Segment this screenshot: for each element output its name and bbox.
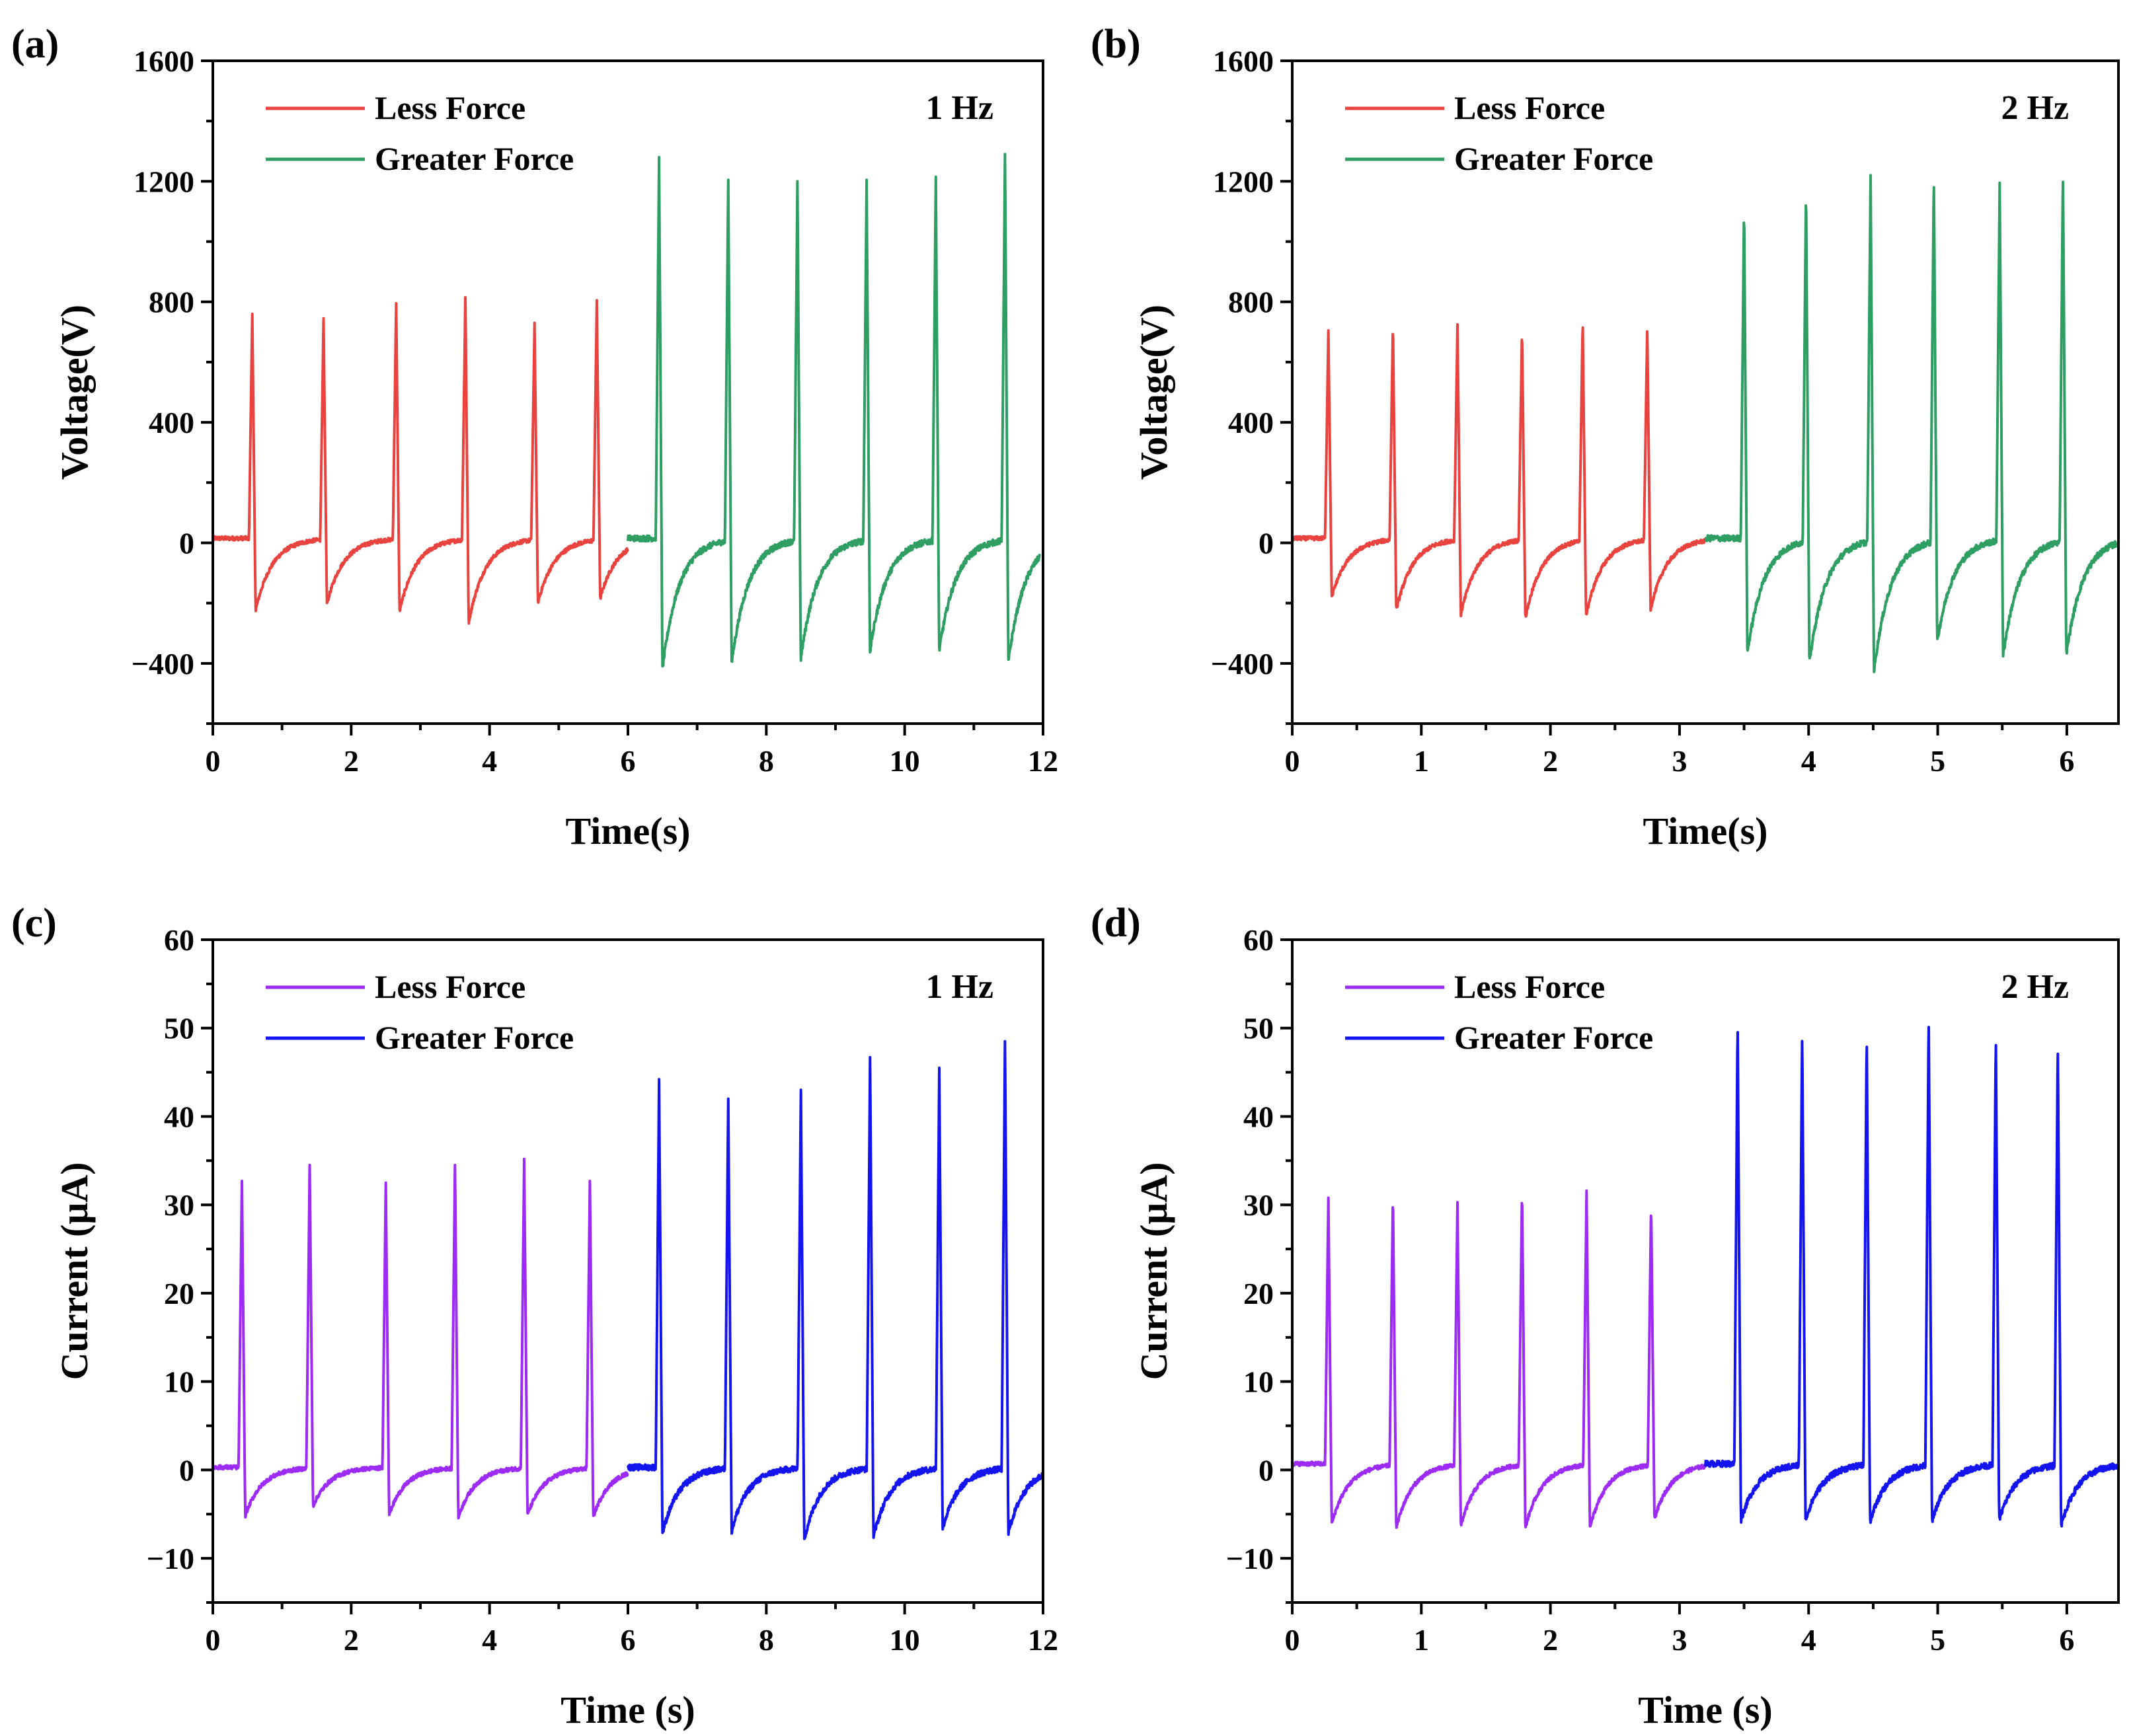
x-axis-title: Time(s) (1643, 810, 1767, 852)
plot-frame (1291, 938, 2120, 1604)
y-tick-label: −10 (147, 1542, 194, 1575)
legend-label: Greater Force (1454, 140, 1653, 177)
y-tick-label: 400 (1228, 406, 1274, 439)
panel-3: 0 1 2 3 4 5 6 −10 0 10 20 30 40 50 60 Time (s) Current (… (1091, 901, 2120, 1731)
y-tick-label: 0 (179, 1453, 194, 1487)
panel-2: 0 2 4 6 8 10 12 −10 0 10 20 30 40 50 60 Time (s) Current… (11, 901, 1058, 1731)
panel-0: 0 2 4 6 8 10 12 −400 0 400 800 1200 1600 Time(s) Volta… (11, 22, 1058, 852)
frequency-label: 1 Hz (925, 89, 993, 127)
x-tick-label: 8 (759, 744, 774, 778)
legend-label: Greater Force (1454, 1019, 1653, 1056)
series-line-less-force (1292, 322, 1707, 618)
x-tick-label: 6 (2059, 1623, 2074, 1657)
x-axis-title: Time (s) (561, 1688, 695, 1731)
panel-label: (b) (1091, 22, 1141, 67)
x-tick-label: 4 (1801, 744, 1816, 778)
y-tick-label: 40 (164, 1100, 194, 1133)
y-tick-label: 800 (149, 285, 194, 319)
legend-label: Greater Force (375, 1019, 574, 1056)
y-tick-label: 60 (164, 923, 194, 957)
x-tick-label: 5 (1930, 1623, 1945, 1657)
x-tick-label: 4 (482, 744, 497, 778)
x-tick-label: 2 (344, 744, 359, 778)
x-tick-label: 5 (1930, 744, 1945, 778)
y-axis-title: Voltage(V) (53, 305, 96, 480)
y-tick-label: 30 (164, 1188, 194, 1222)
panel-1: 0 1 2 3 4 5 6 −400 0 400 800 1200 1600 Time(s) Voltage… (1091, 22, 2120, 852)
y-tick-label: 50 (164, 1012, 194, 1045)
y-tick-label: 50 (1243, 1012, 1274, 1045)
x-axis-title: Time(s) (565, 810, 690, 852)
series-line-less-force (1292, 1189, 1707, 1529)
y-tick-label: 1200 (134, 165, 194, 198)
y-tick-label: 10 (1243, 1365, 1274, 1399)
y-tick-label: 1600 (1213, 44, 1274, 78)
panel-label: (a) (11, 22, 59, 67)
x-tick-label: 0 (1285, 744, 1300, 778)
series-line-less-force (213, 1157, 629, 1520)
y-tick-label: 40 (1243, 1100, 1274, 1133)
x-tick-label: 1 (1414, 744, 1429, 778)
y-tick-label: 1600 (134, 44, 194, 78)
x-tick-label: 6 (621, 744, 636, 778)
x-tick-label: 12 (1028, 744, 1058, 778)
legend-label: Greater Force (375, 140, 574, 177)
legend-label: Less Force (375, 968, 525, 1005)
y-tick-label: 400 (149, 406, 194, 439)
series-line-greater-force (627, 1039, 1043, 1540)
frequency-label: 2 Hz (2001, 89, 2069, 127)
y-axis-title: Current (μA) (1132, 1162, 1175, 1380)
frequency-label: 2 Hz (2001, 968, 2069, 1006)
x-tick-label: 12 (1028, 1623, 1058, 1657)
y-tick-label: 800 (1228, 285, 1274, 319)
y-tick-label: 0 (179, 526, 194, 560)
y-tick-label: −10 (1226, 1542, 1274, 1575)
x-tick-label: 2 (1543, 744, 1558, 778)
x-tick-label: 3 (1672, 744, 1687, 778)
x-tick-label: 2 (344, 1623, 359, 1657)
x-tick-label: 0 (1285, 1623, 1300, 1657)
legend-label: Less Force (1454, 968, 1605, 1005)
x-axis-title: Time (s) (1638, 1688, 1773, 1731)
y-tick-label: −400 (1211, 647, 1274, 681)
y-axis-title: Voltage(V) (1132, 305, 1175, 480)
y-axis-title: Current (μA) (53, 1162, 96, 1380)
y-tick-label: 20 (1243, 1277, 1274, 1310)
y-tick-label: 30 (1243, 1188, 1274, 1222)
legend-label: Less Force (1454, 89, 1605, 126)
series-line-greater-force (1704, 174, 2118, 673)
series-line-less-force (213, 295, 629, 625)
series-line-greater-force (1704, 1026, 2118, 1528)
panel-label: (d) (1091, 901, 1141, 946)
x-tick-label: 6 (621, 1623, 636, 1657)
x-tick-label: 6 (2059, 744, 2074, 778)
plot-frame (1291, 59, 2120, 725)
x-tick-label: 0 (206, 1623, 221, 1657)
y-tick-label: 0 (1259, 526, 1274, 560)
y-tick-label: 10 (164, 1365, 194, 1399)
x-tick-label: 4 (1801, 1623, 1816, 1657)
y-tick-label: 20 (164, 1277, 194, 1310)
x-tick-label: 4 (482, 1623, 497, 1657)
y-tick-label: −400 (132, 647, 194, 681)
x-tick-label: 2 (1543, 1623, 1558, 1657)
y-tick-label: 1200 (1213, 165, 1274, 198)
series-line-greater-force (627, 153, 1041, 668)
x-tick-label: 10 (890, 744, 920, 778)
legend-label: Less Force (375, 89, 525, 126)
x-tick-label: 3 (1672, 1623, 1687, 1657)
x-tick-label: 10 (890, 1623, 920, 1657)
x-tick-label: 1 (1414, 1623, 1429, 1657)
panel-label: (c) (11, 901, 57, 946)
y-tick-label: 0 (1259, 1453, 1274, 1487)
x-tick-label: 8 (759, 1623, 774, 1657)
x-tick-label: 0 (206, 744, 221, 778)
frequency-label: 1 Hz (925, 968, 993, 1006)
y-tick-label: 60 (1243, 923, 1274, 957)
